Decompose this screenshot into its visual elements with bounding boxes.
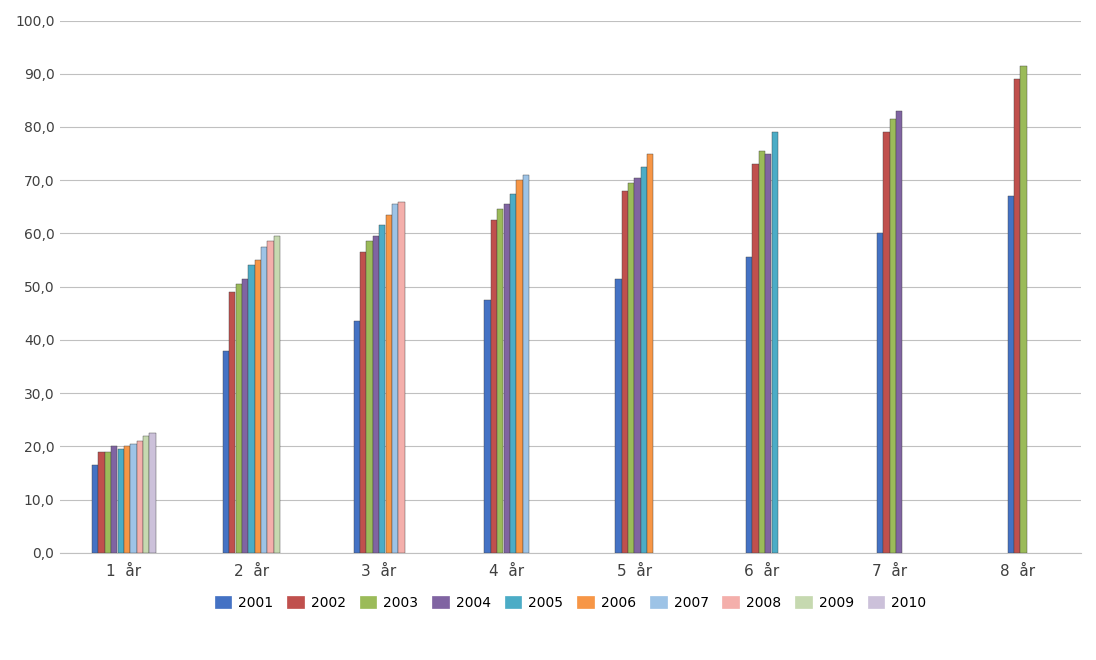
Bar — [621, 191, 628, 553]
Bar — [236, 284, 242, 553]
Bar — [897, 111, 902, 553]
Bar — [144, 436, 149, 553]
Bar — [1007, 196, 1014, 553]
Bar — [877, 234, 883, 553]
Bar — [746, 257, 752, 553]
Bar — [615, 279, 621, 553]
Bar — [105, 451, 111, 553]
Bar — [523, 175, 529, 553]
Bar — [373, 236, 379, 553]
Bar — [1014, 79, 1020, 553]
Bar — [758, 151, 765, 553]
Bar — [111, 446, 117, 553]
Bar — [628, 183, 635, 553]
Bar — [359, 252, 366, 553]
Legend: 2001, 2002, 2003, 2004, 2005, 2006, 2007, 2008, 2009, 2010: 2001, 2002, 2003, 2004, 2005, 2006, 2007… — [209, 590, 932, 615]
Bar — [765, 154, 772, 553]
Bar — [254, 260, 261, 553]
Bar — [503, 204, 510, 553]
Bar — [242, 279, 248, 553]
Bar — [229, 292, 236, 553]
Bar — [99, 451, 104, 553]
Bar — [1020, 66, 1027, 553]
Bar — [366, 242, 373, 553]
Bar — [753, 164, 758, 553]
Bar — [641, 167, 647, 553]
Bar — [516, 180, 523, 553]
Bar — [498, 209, 503, 553]
Bar — [130, 444, 137, 553]
Bar — [267, 242, 274, 553]
Bar — [261, 247, 267, 553]
Bar — [274, 236, 281, 553]
Bar — [510, 193, 516, 553]
Bar — [491, 220, 498, 553]
Bar — [137, 441, 142, 553]
Bar — [117, 449, 124, 553]
Bar — [386, 214, 391, 553]
Bar — [883, 132, 890, 553]
Bar — [772, 132, 778, 553]
Bar — [249, 265, 254, 553]
Bar — [222, 350, 229, 553]
Bar — [484, 300, 491, 553]
Bar — [398, 201, 404, 553]
Bar — [354, 321, 359, 553]
Bar — [392, 204, 398, 553]
Bar — [635, 178, 641, 553]
Bar — [890, 119, 895, 553]
Bar — [647, 154, 653, 553]
Bar — [124, 446, 130, 553]
Bar — [92, 465, 99, 553]
Bar — [379, 226, 386, 553]
Bar — [149, 433, 156, 553]
